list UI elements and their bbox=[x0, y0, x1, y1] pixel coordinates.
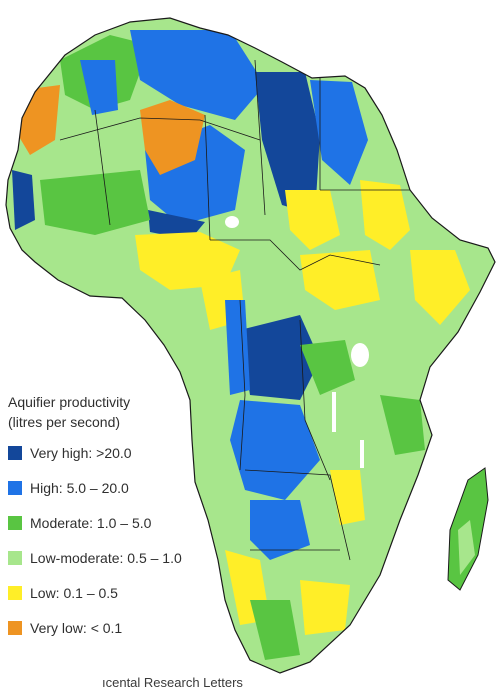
border-chad-sudan-south bbox=[210, 239, 381, 271]
zone-low-nigeria bbox=[135, 232, 240, 290]
border-drc-east bbox=[299, 319, 331, 481]
zone-high-north bbox=[130, 30, 265, 120]
zone-moderate-west-sahel bbox=[40, 170, 150, 235]
legend-label: Very low: < 0.1 bbox=[30, 620, 123, 636]
border-angola-zambia bbox=[244, 469, 351, 561]
legend-title: Aquifier productivity bbox=[8, 394, 131, 410]
lake-malawi bbox=[360, 440, 364, 468]
legend-item-moderate: Moderate: 1.0 – 5.0 bbox=[8, 510, 208, 536]
legend-swatch bbox=[8, 621, 22, 635]
legend-item-very-low: Very low: < 0.1 bbox=[8, 615, 208, 641]
zone-very-high-senegal bbox=[12, 170, 35, 230]
zone-high-angola bbox=[230, 400, 320, 500]
zone-low-sudan bbox=[285, 190, 340, 250]
legend-label: Low-moderate: 0.5 – 1.0 bbox=[30, 550, 182, 566]
zone-moderate-cape bbox=[250, 600, 300, 660]
zone-low-south-sudan bbox=[300, 250, 380, 310]
zone-very-high-congo-basin bbox=[240, 315, 320, 400]
legend-item-low-moderate: Low-moderate: 0.5 – 1.0 bbox=[8, 545, 208, 571]
legend: Aquifier productivity (litres per second… bbox=[8, 392, 208, 650]
lake-chad bbox=[225, 216, 239, 228]
border-sahara bbox=[59, 117, 261, 141]
zone-high-botswana bbox=[250, 500, 310, 560]
legend-subtitle: (litres per second) bbox=[8, 414, 121, 430]
zone-very-high-libya bbox=[255, 72, 320, 215]
zone-high-sahara-west bbox=[80, 60, 118, 115]
legend-swatch bbox=[8, 446, 22, 460]
zone-high-egypt bbox=[310, 80, 368, 185]
border-niger-west bbox=[204, 114, 211, 241]
lake-tanganyika bbox=[332, 392, 336, 432]
legend-item-low: Low: 0.1 – 0.5 bbox=[8, 580, 208, 606]
legend-label: High: 5.0 – 20.0 bbox=[30, 480, 129, 496]
legend-label: Moderate: 1.0 – 5.0 bbox=[30, 515, 152, 531]
legend-swatch bbox=[8, 551, 22, 565]
zone-moderate-uganda bbox=[300, 340, 355, 395]
country-borders bbox=[59, 59, 410, 561]
border-mali-west bbox=[94, 109, 111, 226]
zone-low-somalia bbox=[410, 250, 470, 325]
legend-label: Low: 0.1 – 0.5 bbox=[30, 585, 118, 601]
legend-swatch bbox=[8, 481, 22, 495]
madagascar bbox=[447, 467, 489, 591]
zone-moderate-tanzania bbox=[380, 395, 425, 455]
legend-item-very-high: Very high: >20.0 bbox=[8, 440, 208, 466]
border-congo-west bbox=[239, 299, 246, 471]
legend-swatch bbox=[8, 516, 22, 530]
lake-victoria bbox=[351, 343, 369, 367]
source-caption: ıcental Research Letters bbox=[102, 675, 243, 690]
zone-low-eritrea bbox=[360, 180, 410, 250]
zone-low-south-africa bbox=[300, 580, 350, 635]
madagascar-low-moderate-zone bbox=[458, 520, 475, 575]
legend-swatch bbox=[8, 586, 22, 600]
border-libya-west bbox=[254, 59, 266, 216]
legend-item-high: High: 5.0 – 20.0 bbox=[8, 475, 208, 501]
legend-label: Very high: >20.0 bbox=[30, 445, 132, 461]
lakes bbox=[225, 216, 369, 468]
